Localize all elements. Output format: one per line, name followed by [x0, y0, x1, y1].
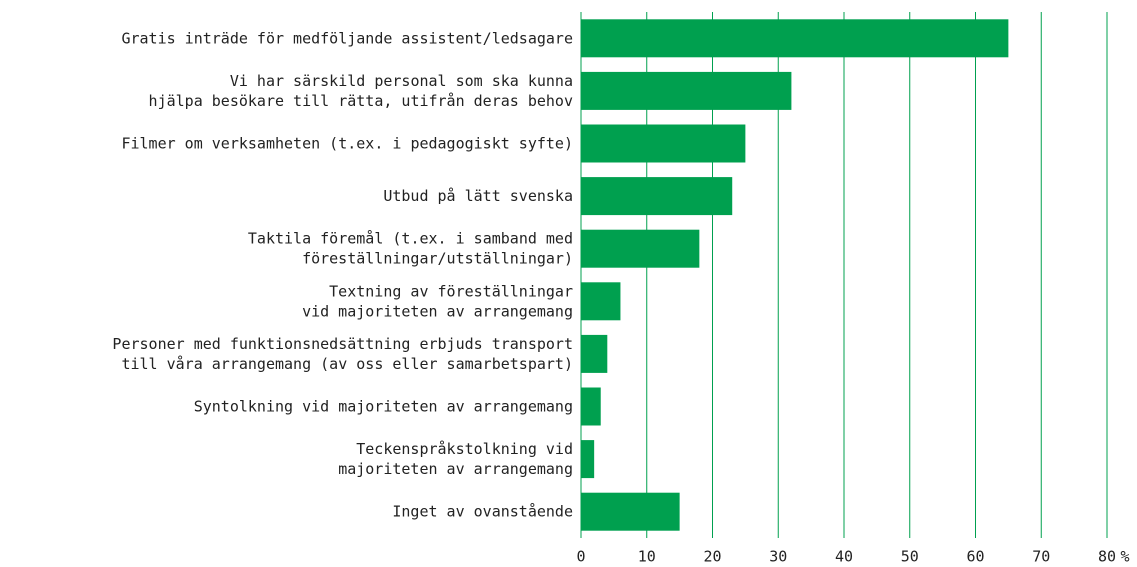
y-tick-label: Filmer om verksamheten (t.ex. i pedagogi… [121, 134, 573, 152]
label-line: vid majoriteten av arrangemang [302, 302, 573, 320]
bar [581, 282, 621, 321]
label-line: Textning av föreställningar [329, 282, 573, 300]
x-axis-unit: % [1120, 548, 1129, 566]
y-tick-label: Syntolkning vid majoriteten av arrangema… [194, 397, 573, 415]
x-tick-label: 30 [769, 548, 787, 566]
x-tick-label: 60 [966, 548, 984, 566]
x-tick-label: 80 [1098, 548, 1116, 566]
label-line: föreställningar/utställningar) [302, 249, 573, 267]
y-tick-label: Textning av föreställningar vid majoritet… [302, 282, 573, 320]
bar [581, 71, 792, 110]
x-tick-label: 70 [1032, 548, 1050, 566]
bar [581, 177, 733, 216]
y-tick-label: Teckenspråkstolkning vid majoriteten av a… [338, 440, 573, 478]
bar [581, 124, 746, 163]
label-line: Inget av ovanstående [392, 502, 573, 520]
label-line: Vi har särskild personal som ska kunna [230, 71, 573, 89]
y-tick-label: Personer med funktionsnedsättning erbjud… [112, 334, 573, 372]
y-tick-label: Utbud på lätt svenska [383, 187, 573, 205]
label-line: Teckenspråkstolkning vid [356, 440, 573, 458]
x-tick-label: 10 [638, 548, 656, 566]
label-line: majoriteten av arrangemang [338, 460, 573, 478]
y-tick-label: Gratis inträde för medföljande assistent… [121, 29, 573, 47]
label-line: Utbud på lätt svenska [383, 187, 573, 205]
x-tick-label: 0 [576, 548, 585, 566]
bar [581, 229, 700, 268]
label-line: till våra arrangemang (av oss eller sama… [121, 354, 573, 372]
y-tick-label: Taktila föremål (t.ex. i samband med före… [248, 229, 573, 267]
bar [581, 492, 680, 531]
label-line: Filmer om verksamheten (t.ex. i pedagogi… [121, 134, 573, 152]
x-tick-label: 40 [835, 548, 853, 566]
label-line: hjälpa besökare till rätta, utifrån dera… [149, 91, 573, 109]
y-tick-label: Inget av ovanstående [392, 502, 573, 520]
bar [581, 19, 1009, 58]
y-tick-label: Vi har särskild personal som ska kunna hj… [149, 71, 573, 109]
bar [581, 440, 595, 479]
label-line: Gratis inträde för medföljande assistent… [121, 29, 573, 47]
label-line: Personer med funktionsnedsättning erbjud… [112, 334, 573, 352]
bar [581, 387, 601, 426]
x-tick-label: 20 [703, 548, 721, 566]
label-line: Syntolkning vid majoriteten av arrangema… [194, 397, 573, 415]
bar [581, 334, 608, 373]
x-tick-label: 50 [901, 548, 919, 566]
label-line: Taktila föremål (t.ex. i samband med [248, 229, 573, 247]
